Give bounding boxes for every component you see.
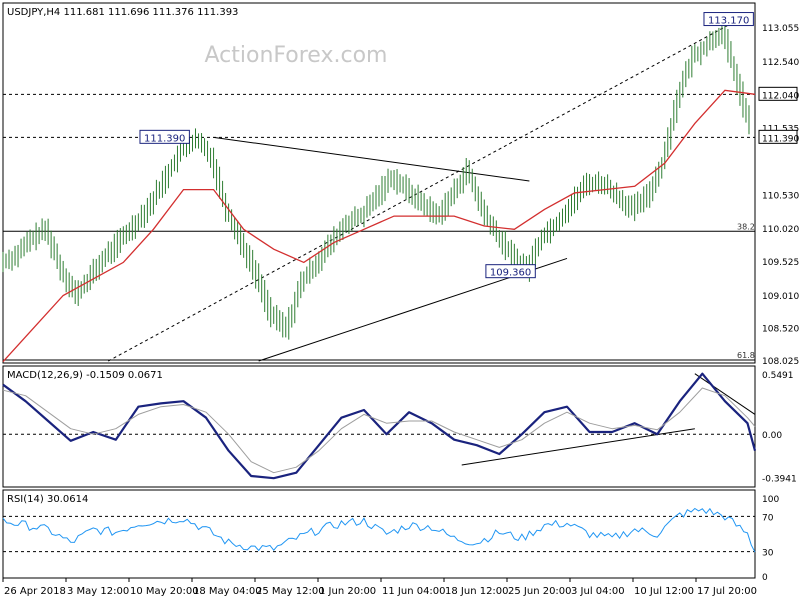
sma-line — [2, 89, 756, 363]
price-annotation-box — [485, 264, 536, 279]
x-tick-label: 17 Jul 20:00 — [697, 586, 757, 597]
y-tick-label: 108.025 — [762, 357, 799, 367]
y-tick-label: -0.3941 — [762, 475, 797, 485]
y-tick-label: 0.5491 — [762, 371, 794, 381]
y-tick-label: 111.535 — [762, 125, 799, 135]
macd-line — [2, 372, 757, 480]
rsi-line — [2, 507, 756, 553]
fib-level-label: 61.8 — [737, 351, 755, 360]
y-tick-label: 113.055 — [762, 24, 799, 34]
level-marker-box — [758, 86, 798, 101]
x-tick-label: 26 Apr 2018 — [4, 586, 66, 597]
y-tick-label: 100 — [762, 495, 779, 505]
y-tick-label: 0.00 — [762, 431, 782, 441]
price-annotation-box — [703, 12, 754, 27]
fib-level-label: 38.2 — [737, 222, 755, 231]
y-tick-label: 108.520 — [762, 324, 799, 334]
y-tick-label: 30 — [762, 549, 774, 559]
x-tick-label: 10 Jul 12:00 — [634, 586, 694, 597]
watermark-text: ActionForex.com — [205, 43, 388, 68]
panel-frame — [2, 489, 756, 579]
price-annotation-label: 109.360 — [490, 268, 531, 279]
trendline — [108, 22, 733, 362]
x-tick-label: 1 Jun 20:00 — [319, 586, 376, 597]
y-tick-label: 109.010 — [762, 292, 799, 302]
y-tick-label: 109.525 — [762, 258, 799, 268]
x-tick-label: 3 May 12:00 — [67, 586, 129, 597]
x-tick-label: 10 May 20:00 — [130, 586, 199, 597]
y-tick-label: 112.540 — [762, 58, 799, 68]
macd-trendline — [694, 373, 756, 415]
price-annotation-label: 111.390 — [144, 133, 185, 144]
level-marker-label: 111.390 — [762, 134, 799, 144]
signal-line — [2, 387, 756, 474]
x-tick-label: 25 May 12:00 — [256, 586, 325, 597]
price-annotation-label: 113.170 — [708, 16, 749, 27]
level-marker-label: 112.040 — [762, 91, 799, 101]
y-tick-label: 70 — [762, 513, 774, 523]
level-marker-box — [758, 129, 798, 144]
y-tick-label: 110.020 — [762, 225, 799, 235]
panel-title: USDJPY,H4 111.681 111.696 111.376 111.39… — [7, 7, 238, 18]
price-annotation-box — [139, 129, 190, 144]
y-tick-label: 0 — [762, 573, 768, 583]
panel-title: RSI(14) 30.0614 — [7, 494, 88, 505]
trendline — [213, 136, 530, 182]
x-tick-label: 3 Jul 04:00 — [571, 586, 625, 597]
panel-title: MACD(12,26,9) -0.1509 0.0671 — [7, 370, 163, 381]
x-tick-label: 25 Jun 20:00 — [508, 586, 572, 597]
x-tick-label: 18 Jun 12:00 — [445, 586, 509, 597]
x-tick-label: 11 Jun 04:00 — [382, 586, 446, 597]
x-tick-label: 18 May 04:00 — [193, 586, 262, 597]
panel-frame — [2, 2, 756, 364]
y-tick-label: 110.530 — [762, 191, 799, 201]
